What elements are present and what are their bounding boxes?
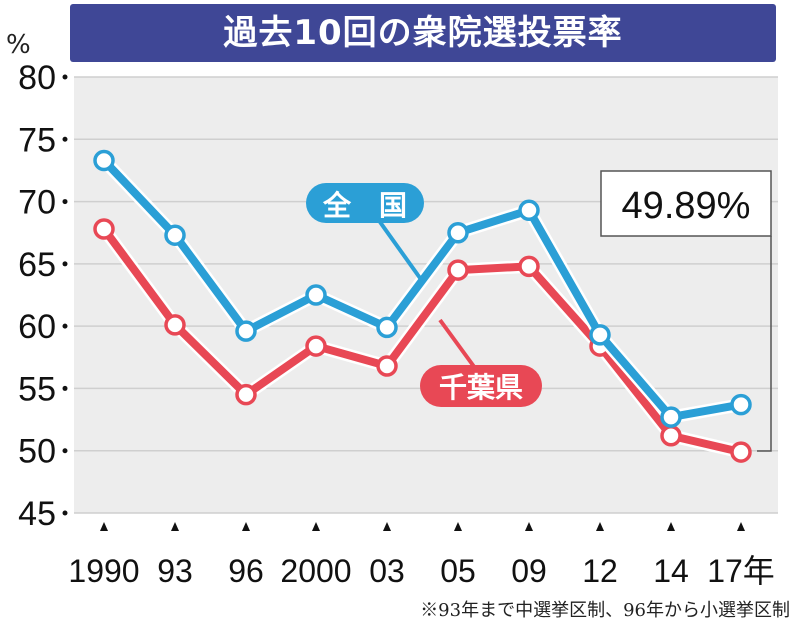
x-tick-marker bbox=[737, 522, 745, 531]
data-point bbox=[305, 284, 327, 306]
x-tick-marker bbox=[100, 522, 108, 531]
data-point bbox=[447, 259, 469, 281]
x-tick-marker bbox=[667, 522, 675, 531]
y-tick-dot bbox=[62, 385, 68, 391]
data-point bbox=[93, 149, 115, 172]
x-tick-label: 2000 bbox=[280, 553, 351, 589]
series-line bbox=[101, 157, 742, 422]
callout-leader-line bbox=[757, 236, 772, 452]
data-point bbox=[518, 255, 540, 278]
footnote: ※93年まで中選挙区制、96年から小選挙区制 bbox=[420, 600, 790, 621]
data-point bbox=[235, 320, 257, 342]
data-point bbox=[376, 316, 398, 339]
chiba-label-badge bbox=[420, 365, 542, 407]
chart-title: 過去10回の衆院選投票率 bbox=[223, 13, 623, 53]
x-tick-label: 1990 bbox=[68, 553, 139, 589]
callout-leader bbox=[757, 236, 772, 452]
y-tick-label: 70 bbox=[18, 184, 56, 222]
x-tick-label: 09 bbox=[511, 553, 547, 589]
national-label-badge bbox=[306, 183, 424, 223]
x-tick-marker bbox=[596, 522, 604, 531]
series bbox=[93, 149, 752, 428]
data-point bbox=[730, 441, 752, 463]
series-line bbox=[100, 226, 742, 456]
chiba-label-leader bbox=[438, 318, 477, 370]
x-tick-label: 14 bbox=[653, 553, 689, 589]
x-tick-marker bbox=[525, 522, 533, 531]
series bbox=[93, 218, 752, 463]
data-point bbox=[518, 199, 540, 222]
x-tick-marker bbox=[312, 522, 320, 531]
callout-frame bbox=[600, 170, 772, 237]
y-tick-dot bbox=[62, 510, 68, 516]
y-axis-ticks: 80 75 70 65 60 55 50 45 bbox=[18, 59, 68, 533]
x-tick-marker bbox=[171, 522, 179, 531]
data-point bbox=[589, 324, 611, 346]
title-banner: 過去10回の衆院選投票率 bbox=[70, 4, 776, 62]
x-tick-label: 03 bbox=[369, 553, 405, 589]
plot-area bbox=[74, 77, 778, 513]
x-tick-label: 93 bbox=[157, 553, 193, 589]
data-point bbox=[376, 355, 398, 377]
data-point bbox=[305, 335, 327, 357]
data-point bbox=[164, 314, 186, 336]
y-tick-dot bbox=[62, 136, 68, 142]
data-point bbox=[93, 218, 115, 240]
data-point bbox=[660, 425, 682, 447]
data-point bbox=[730, 393, 752, 416]
national-label-leader bbox=[378, 220, 422, 280]
data-point bbox=[164, 224, 186, 246]
x-tick-marker bbox=[383, 522, 391, 531]
x-tick-label: 17年 bbox=[707, 553, 775, 589]
y-tick-dot bbox=[62, 199, 68, 205]
x-tick-marker bbox=[454, 522, 462, 531]
y-axis-unit: % bbox=[6, 30, 31, 60]
data-point bbox=[235, 383, 257, 406]
series-layer bbox=[93, 149, 752, 463]
y-tick-label: 80 bbox=[18, 59, 56, 97]
y-tick-label: 55 bbox=[18, 370, 56, 408]
y-tick-dot bbox=[62, 74, 68, 80]
y-tick-dot bbox=[62, 261, 68, 267]
x-tick-marker bbox=[242, 522, 250, 531]
national-label: 全 国 bbox=[322, 189, 407, 222]
x-tick-label: 96 bbox=[228, 553, 264, 589]
y-tick-label: 75 bbox=[18, 121, 56, 159]
y-tick-label: 60 bbox=[18, 308, 56, 346]
callout-value: 49.89% bbox=[622, 185, 751, 227]
y-tick-label: 65 bbox=[18, 246, 56, 284]
x-tick-label: 05 bbox=[440, 553, 476, 589]
x-tick-label: 12 bbox=[582, 553, 618, 589]
y-tick-dot bbox=[62, 448, 68, 454]
data-point bbox=[447, 221, 469, 244]
y-tick-label: 50 bbox=[18, 433, 56, 471]
y-tick-dot bbox=[62, 323, 68, 329]
callout-box: 49.89% bbox=[600, 170, 772, 237]
gridlines bbox=[74, 76, 778, 514]
chiba-label: 千葉県 bbox=[439, 371, 523, 404]
x-axis-ticks: 1990 93 96 2000 03 05 09 12 14 17年 bbox=[68, 522, 775, 589]
data-point bbox=[660, 406, 682, 428]
y-tick-label: 45 bbox=[18, 495, 56, 533]
